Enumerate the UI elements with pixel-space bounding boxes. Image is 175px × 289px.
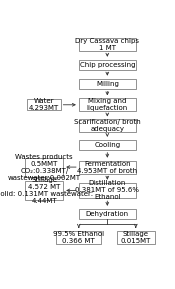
- Text: Dry Cassava chips
1 MT: Dry Cassava chips 1 MT: [75, 38, 139, 51]
- Text: Stillage
4.572 MT
Solid: 0.131MT wastewater:
4.44MT: Stillage 4.572 MT Solid: 0.131MT wastewa…: [0, 177, 93, 204]
- FancyBboxPatch shape: [79, 98, 136, 111]
- Text: Wastes products
0.5MMT
CO₂:0.338MT/
wastewater:0.002MT: Wastes products 0.5MMT CO₂:0.338MT/ wast…: [8, 153, 81, 181]
- FancyBboxPatch shape: [25, 158, 63, 177]
- Text: Chip processing: Chip processing: [80, 62, 135, 68]
- FancyBboxPatch shape: [79, 161, 136, 173]
- FancyBboxPatch shape: [57, 231, 101, 244]
- FancyBboxPatch shape: [79, 119, 136, 132]
- Text: 99.5% Ethanol
0.366 MT: 99.5% Ethanol 0.366 MT: [53, 231, 104, 244]
- FancyBboxPatch shape: [79, 209, 136, 219]
- Text: Milling: Milling: [96, 81, 119, 87]
- FancyBboxPatch shape: [79, 183, 136, 198]
- FancyBboxPatch shape: [79, 140, 136, 150]
- Text: Water
4.293MT: Water 4.293MT: [29, 98, 59, 111]
- Text: Cooling: Cooling: [94, 142, 120, 148]
- Text: Distillation
0.381MT of 95.6%
Ethanol: Distillation 0.381MT of 95.6% Ethanol: [75, 180, 139, 201]
- FancyBboxPatch shape: [79, 60, 136, 70]
- Text: Stillage
0.015MT: Stillage 0.015MT: [121, 231, 151, 244]
- FancyBboxPatch shape: [117, 231, 155, 244]
- FancyBboxPatch shape: [25, 181, 63, 200]
- FancyBboxPatch shape: [27, 99, 61, 110]
- Text: Scarification/ broth
adequacy: Scarification/ broth adequacy: [74, 119, 141, 132]
- Text: Dehydration: Dehydration: [86, 211, 129, 217]
- FancyBboxPatch shape: [79, 79, 136, 89]
- FancyBboxPatch shape: [79, 38, 136, 51]
- Text: Fermentation
4.953MT of broth: Fermentation 4.953MT of broth: [77, 161, 137, 174]
- Text: Mixing and
liquefaction: Mixing and liquefaction: [87, 98, 128, 111]
